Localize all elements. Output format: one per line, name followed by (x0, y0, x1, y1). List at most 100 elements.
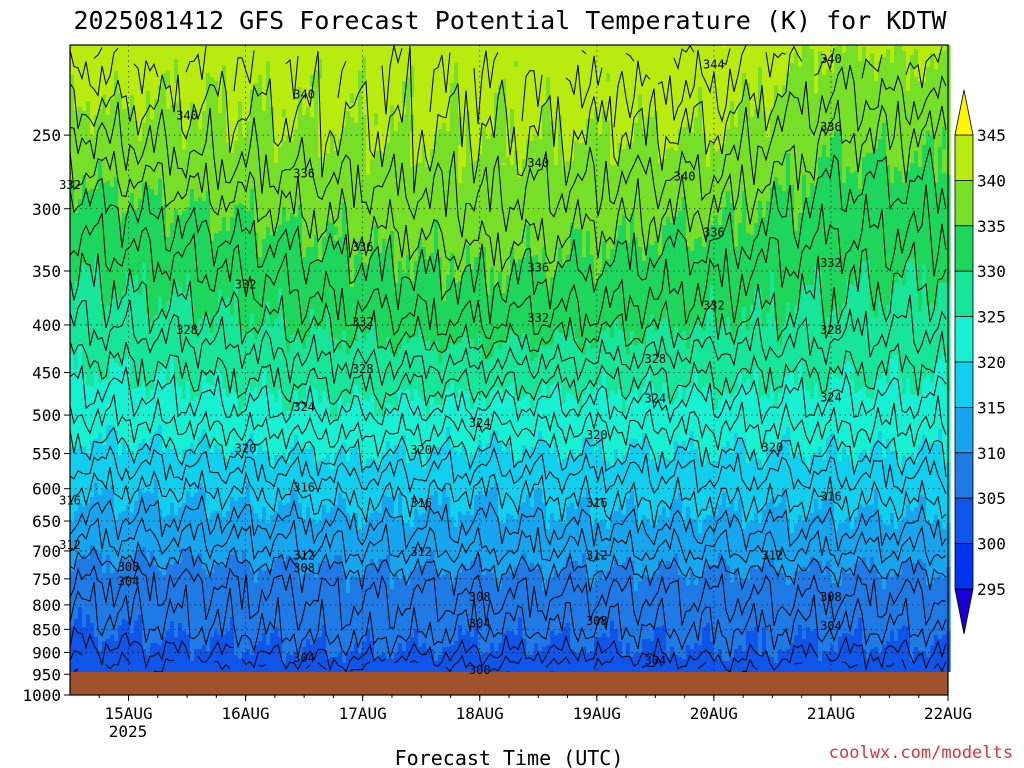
field-cell (694, 643, 699, 672)
field-cell (298, 401, 303, 450)
field-cell (818, 661, 823, 672)
field-cell (878, 295, 883, 380)
field-cell (170, 503, 175, 566)
field-cell (334, 241, 339, 340)
contour-line (69, 147, 947, 325)
field-cell (202, 487, 207, 570)
field-cell (138, 615, 143, 672)
field-cell (738, 499, 743, 582)
field-cell (730, 583, 735, 658)
field-cell (82, 263, 87, 376)
field-cell (262, 45, 267, 112)
field-cell (110, 573, 115, 636)
field-cell (354, 123, 359, 256)
field-cell (742, 307, 747, 384)
field-cell (698, 45, 703, 88)
field-cell (234, 393, 239, 448)
field-cell (258, 395, 263, 444)
field-cell (74, 669, 79, 672)
field-cell (138, 549, 143, 616)
field-cell (494, 651, 499, 672)
field-cell (414, 389, 419, 458)
field-cell (830, 495, 835, 584)
field-cell (494, 579, 499, 652)
field-cell (310, 87, 315, 118)
field-cell (238, 497, 243, 564)
field-cell (574, 229, 579, 340)
field-cell (678, 383, 683, 446)
field-cell (374, 45, 379, 114)
field-cell (454, 283, 459, 346)
field-cell (238, 415, 243, 458)
field-cell (650, 315, 655, 386)
field-cell (654, 331, 659, 394)
field-cell (222, 457, 227, 518)
field-cell (686, 247, 691, 350)
field-cell (174, 383, 179, 450)
field-cell (310, 519, 315, 572)
field-cell (758, 201, 763, 290)
field-cell (814, 45, 819, 94)
field-cell (502, 163, 507, 166)
field-cell (266, 389, 271, 452)
field-cell (574, 45, 579, 142)
field-cell (358, 653, 363, 672)
field-cell (482, 397, 487, 450)
field-cell (130, 559, 135, 634)
field-cell (750, 45, 755, 118)
field-cell (262, 633, 267, 672)
field-cell (414, 509, 419, 568)
field-cell (586, 45, 591, 120)
field-cell (310, 45, 315, 76)
field-cell (534, 255, 539, 358)
contour-label: 340 (674, 170, 696, 184)
contour-label: 316 (586, 496, 608, 510)
field-cell (98, 495, 103, 554)
field-cell (278, 501, 283, 554)
field-cell (186, 381, 191, 450)
field-cell (350, 345, 355, 406)
field-cell (302, 399, 307, 450)
field-cell (570, 161, 575, 224)
field-cell (518, 45, 523, 178)
field-cell (562, 627, 567, 672)
field-cell (106, 305, 111, 380)
field-cell (774, 177, 779, 322)
field-cell (738, 581, 743, 646)
field-cell (362, 339, 367, 400)
field-cell (598, 571, 603, 638)
field-cell (194, 649, 199, 672)
field-cell (118, 45, 123, 94)
field-cell (546, 345, 551, 400)
field-cell (790, 63, 795, 186)
field-cell (682, 45, 687, 128)
field-cell (194, 559, 199, 650)
field-cell (106, 555, 111, 640)
field-cell (762, 327, 767, 396)
field-cell (714, 659, 719, 672)
field-cell (486, 45, 491, 140)
field-cell (282, 45, 287, 110)
field-cell (690, 649, 695, 672)
field-cell (414, 45, 419, 166)
field-cell (126, 621, 131, 672)
field-cell (770, 657, 775, 672)
field-cell (942, 579, 947, 636)
field-cell (530, 45, 535, 142)
contour-line (69, 426, 947, 478)
field-cell (294, 391, 299, 436)
field-cell (154, 99, 159, 196)
field-cell (322, 45, 327, 164)
field-cell (834, 45, 839, 48)
field-cell (134, 389, 139, 460)
field-cell (842, 365, 847, 448)
field-cell (890, 577, 895, 632)
field-cell (606, 121, 611, 260)
field-cell (230, 497, 235, 556)
field-cell (694, 449, 699, 520)
field-cell (510, 631, 515, 672)
field-cell (378, 655, 383, 672)
field-cell (826, 499, 831, 562)
field-cell (190, 401, 195, 444)
field-cell (218, 289, 223, 374)
